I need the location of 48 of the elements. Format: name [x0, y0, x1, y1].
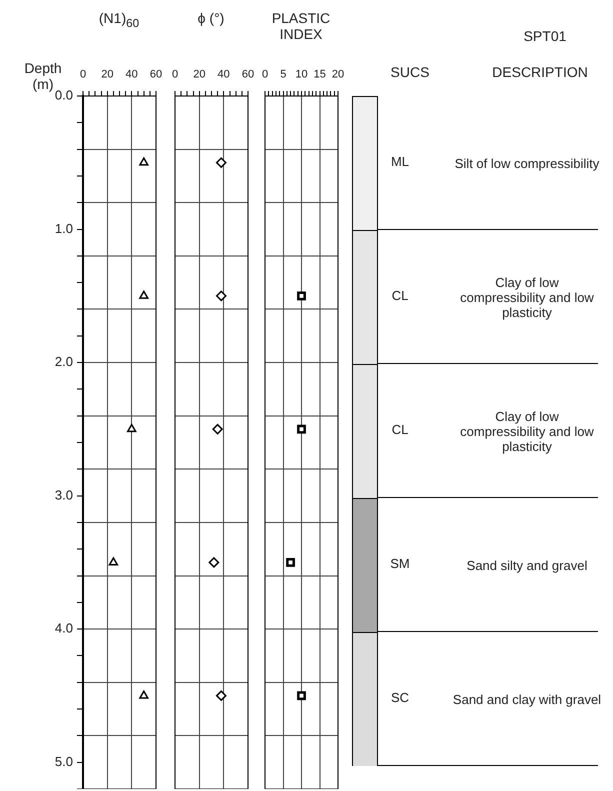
x-tick-label: 40 [218, 68, 230, 80]
point [139, 690, 148, 699]
text: CL [390, 288, 410, 304]
x-tick-label: 5 [280, 68, 286, 80]
x-tick-label: 0 [262, 68, 268, 80]
point [139, 157, 148, 166]
chart-title: PLASTIC INDEX [270, 10, 332, 42]
x-tick-label: 0 [80, 68, 86, 80]
text: SPT01 [522, 28, 568, 44]
point [216, 157, 226, 168]
y-tick-label: 3.0 [54, 487, 73, 502]
chart-title: ϕ (°) [196, 10, 226, 26]
x-tick-label: 10 [295, 68, 308, 80]
point [297, 424, 306, 434]
point [216, 290, 226, 302]
point [127, 424, 136, 432]
point [216, 690, 226, 701]
x-tick-label: 0 [172, 68, 178, 80]
text: Clay of low compressibility and low plasticity [459, 408, 595, 454]
y-tick-label: 5.0 [54, 754, 73, 769]
x-tick-label: 20 [101, 68, 114, 80]
point [139, 290, 148, 299]
text: ML [390, 154, 410, 170]
text: SC [390, 690, 410, 706]
text: Sand silty and gravel [466, 558, 588, 572]
text: CL [390, 422, 410, 438]
x-tick-label: 60 [150, 68, 162, 80]
y-tick-label: 4.0 [54, 620, 73, 636]
point [286, 558, 295, 567]
text: SUCS [390, 64, 430, 80]
text: SM [389, 556, 411, 572]
point [212, 424, 223, 434]
y-tick-label: 1.0 [54, 220, 73, 236]
point [108, 557, 118, 566]
x-tick-label: 15 [314, 68, 326, 80]
text: Clay of low compressibility and low plasticity [459, 274, 595, 320]
point [297, 291, 306, 300]
chart-title: (N1)$_{60}$ [98, 10, 140, 32]
text: DESCRIPTION [491, 64, 589, 80]
y-tick-label: 2.0 [54, 354, 73, 370]
x-tick-label: 20 [332, 68, 344, 80]
x-tick-label: 20 [193, 68, 206, 80]
point [297, 691, 306, 700]
point [208, 557, 220, 568]
x-tick-label: 40 [126, 68, 138, 80]
text: Sand and clay with gravel [452, 692, 602, 706]
x-tick-label: 60 [242, 68, 254, 80]
text: Silt of low compressibility [454, 156, 600, 170]
